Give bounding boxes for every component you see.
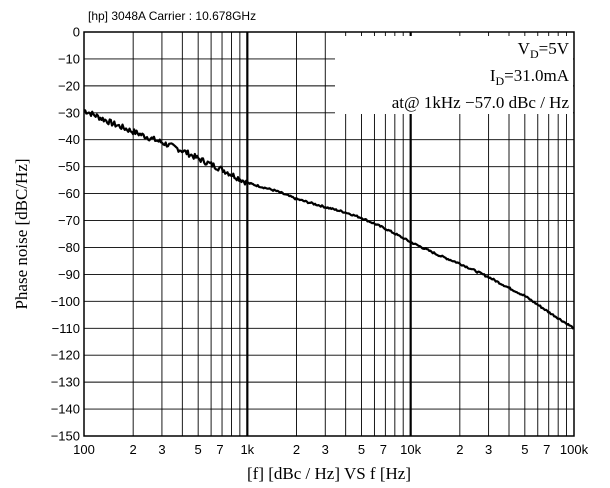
- x-tick-label: 1k: [240, 442, 254, 457]
- annotation-noise: at@ 1kHz −57.0 dBc / Hz: [392, 93, 570, 112]
- grid: [83, 31, 574, 437]
- annotation-vd: VD=5V: [518, 39, 570, 61]
- y-tick-label: −130: [51, 375, 80, 390]
- phase-noise-series-line: [83, 109, 575, 330]
- vd-rest: =5V: [539, 39, 570, 58]
- x-tick-label: 10k: [400, 442, 421, 457]
- y-tick-label: −40: [58, 132, 80, 147]
- y-tick-label: −100: [51, 294, 80, 309]
- x-tick-label: 7: [543, 442, 550, 457]
- x-tick-label: 100: [73, 442, 95, 457]
- y-tick-label: −90: [58, 267, 80, 282]
- x-axis-label: [f] [dBc / Hz] VS f [Hz]: [247, 464, 411, 483]
- y-tick-label: −50: [58, 159, 80, 174]
- y-tick-label: −140: [51, 402, 80, 417]
- y-tick-label: −110: [52, 321, 80, 336]
- x-tick-label: 2: [130, 442, 137, 457]
- y-tick-label: −10: [58, 51, 80, 66]
- chart-title: [hp] 3048A Carrier : 10.678GHz: [88, 9, 256, 23]
- annotation-background: [335, 36, 573, 114]
- x-tick-label: 2: [456, 442, 463, 457]
- plot-area: [83, 36, 575, 330]
- vd-sub: D: [530, 47, 539, 61]
- y-axis-label: Phase noise [dBC/Hz]: [12, 158, 31, 309]
- x-tick-label: 3: [485, 442, 492, 457]
- id-rest: =31.0mA: [504, 66, 570, 85]
- x-tick-label: 3: [158, 442, 165, 457]
- tick-labels: 0 −10 −20 −30 −40 −50 −60 −70 −80 −90 −100 −110 −120…: [51, 25, 589, 458]
- id-sub: D: [495, 74, 504, 88]
- y-tick-label: 0: [73, 25, 80, 40]
- id-main: I: [490, 66, 496, 85]
- x-tick-label: 100k: [560, 442, 589, 457]
- y-tick-label: −150: [51, 429, 80, 444]
- y-tick-label: −80: [58, 240, 80, 255]
- y-tick-label: −70: [58, 213, 80, 228]
- plot-frame: [83, 31, 575, 437]
- x-tick-label: 7: [380, 442, 387, 457]
- x-tick-label: 5: [358, 442, 365, 457]
- x-tick-label: 3: [322, 442, 329, 457]
- y-tick-label: −120: [51, 348, 80, 363]
- annotation-box: VD=5V ID=31.0mA at@ 1kHz −57.0 dBc / Hz: [392, 39, 570, 112]
- x-tick-label: 5: [521, 442, 528, 457]
- vd-main: V: [518, 39, 531, 58]
- annotation-id: ID=31.0mA: [490, 66, 570, 88]
- x-tick-label: 7: [216, 442, 223, 457]
- y-tick-label: −20: [58, 78, 80, 93]
- y-tick-label: −30: [58, 105, 80, 120]
- x-tick-label: 5: [195, 442, 202, 457]
- y-tick-label: −60: [58, 186, 80, 201]
- x-tick-label: 2: [293, 442, 300, 457]
